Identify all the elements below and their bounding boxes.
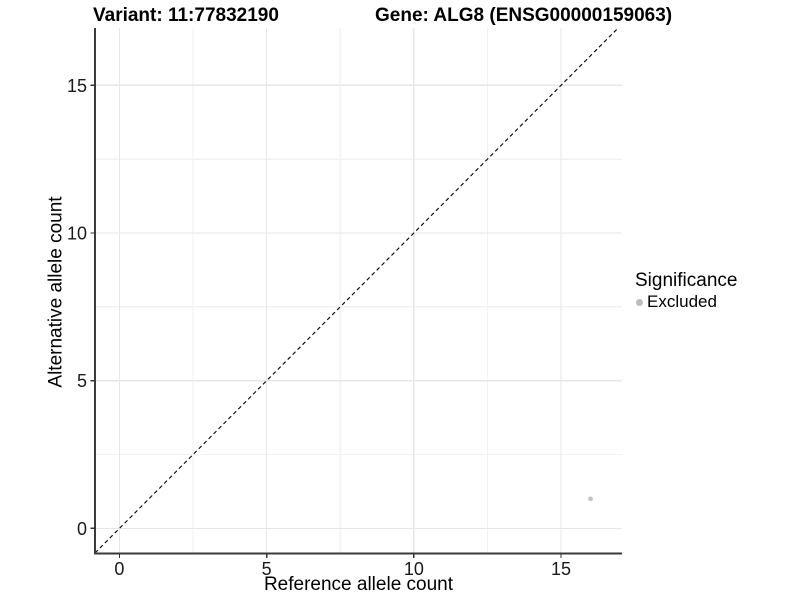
data-point-excluded: [588, 496, 593, 502]
plot-title-gene: Gene: ALG8 (ENSG00000159063): [375, 5, 673, 26]
y-axis-title: Alternative allele count: [45, 196, 67, 388]
y-tick-label: 15: [67, 76, 87, 96]
x-tick-label: 5: [262, 559, 272, 579]
y-tick-label: 5: [77, 371, 87, 391]
y-tick-label: 0: [77, 519, 87, 539]
x-axis-title: Reference allele count: [263, 574, 454, 595]
y-tick-label: 10: [67, 224, 87, 244]
legend-item-excluded: Excluded: [636, 293, 737, 311]
legend: Significance Excluded: [635, 270, 737, 311]
excluded-point-swatch-icon: [636, 298, 643, 306]
legend-title: Significance: [635, 270, 738, 291]
x-tick-label: 0: [114, 559, 124, 579]
x-tick-label: 10: [404, 559, 424, 579]
plot-title-variant: Variant: 11:77832190: [93, 5, 279, 26]
x-tick-label: 15: [551, 559, 571, 579]
identity-dashed-line: [94, 27, 619, 554]
legend-item-label: Excluded: [647, 292, 717, 311]
